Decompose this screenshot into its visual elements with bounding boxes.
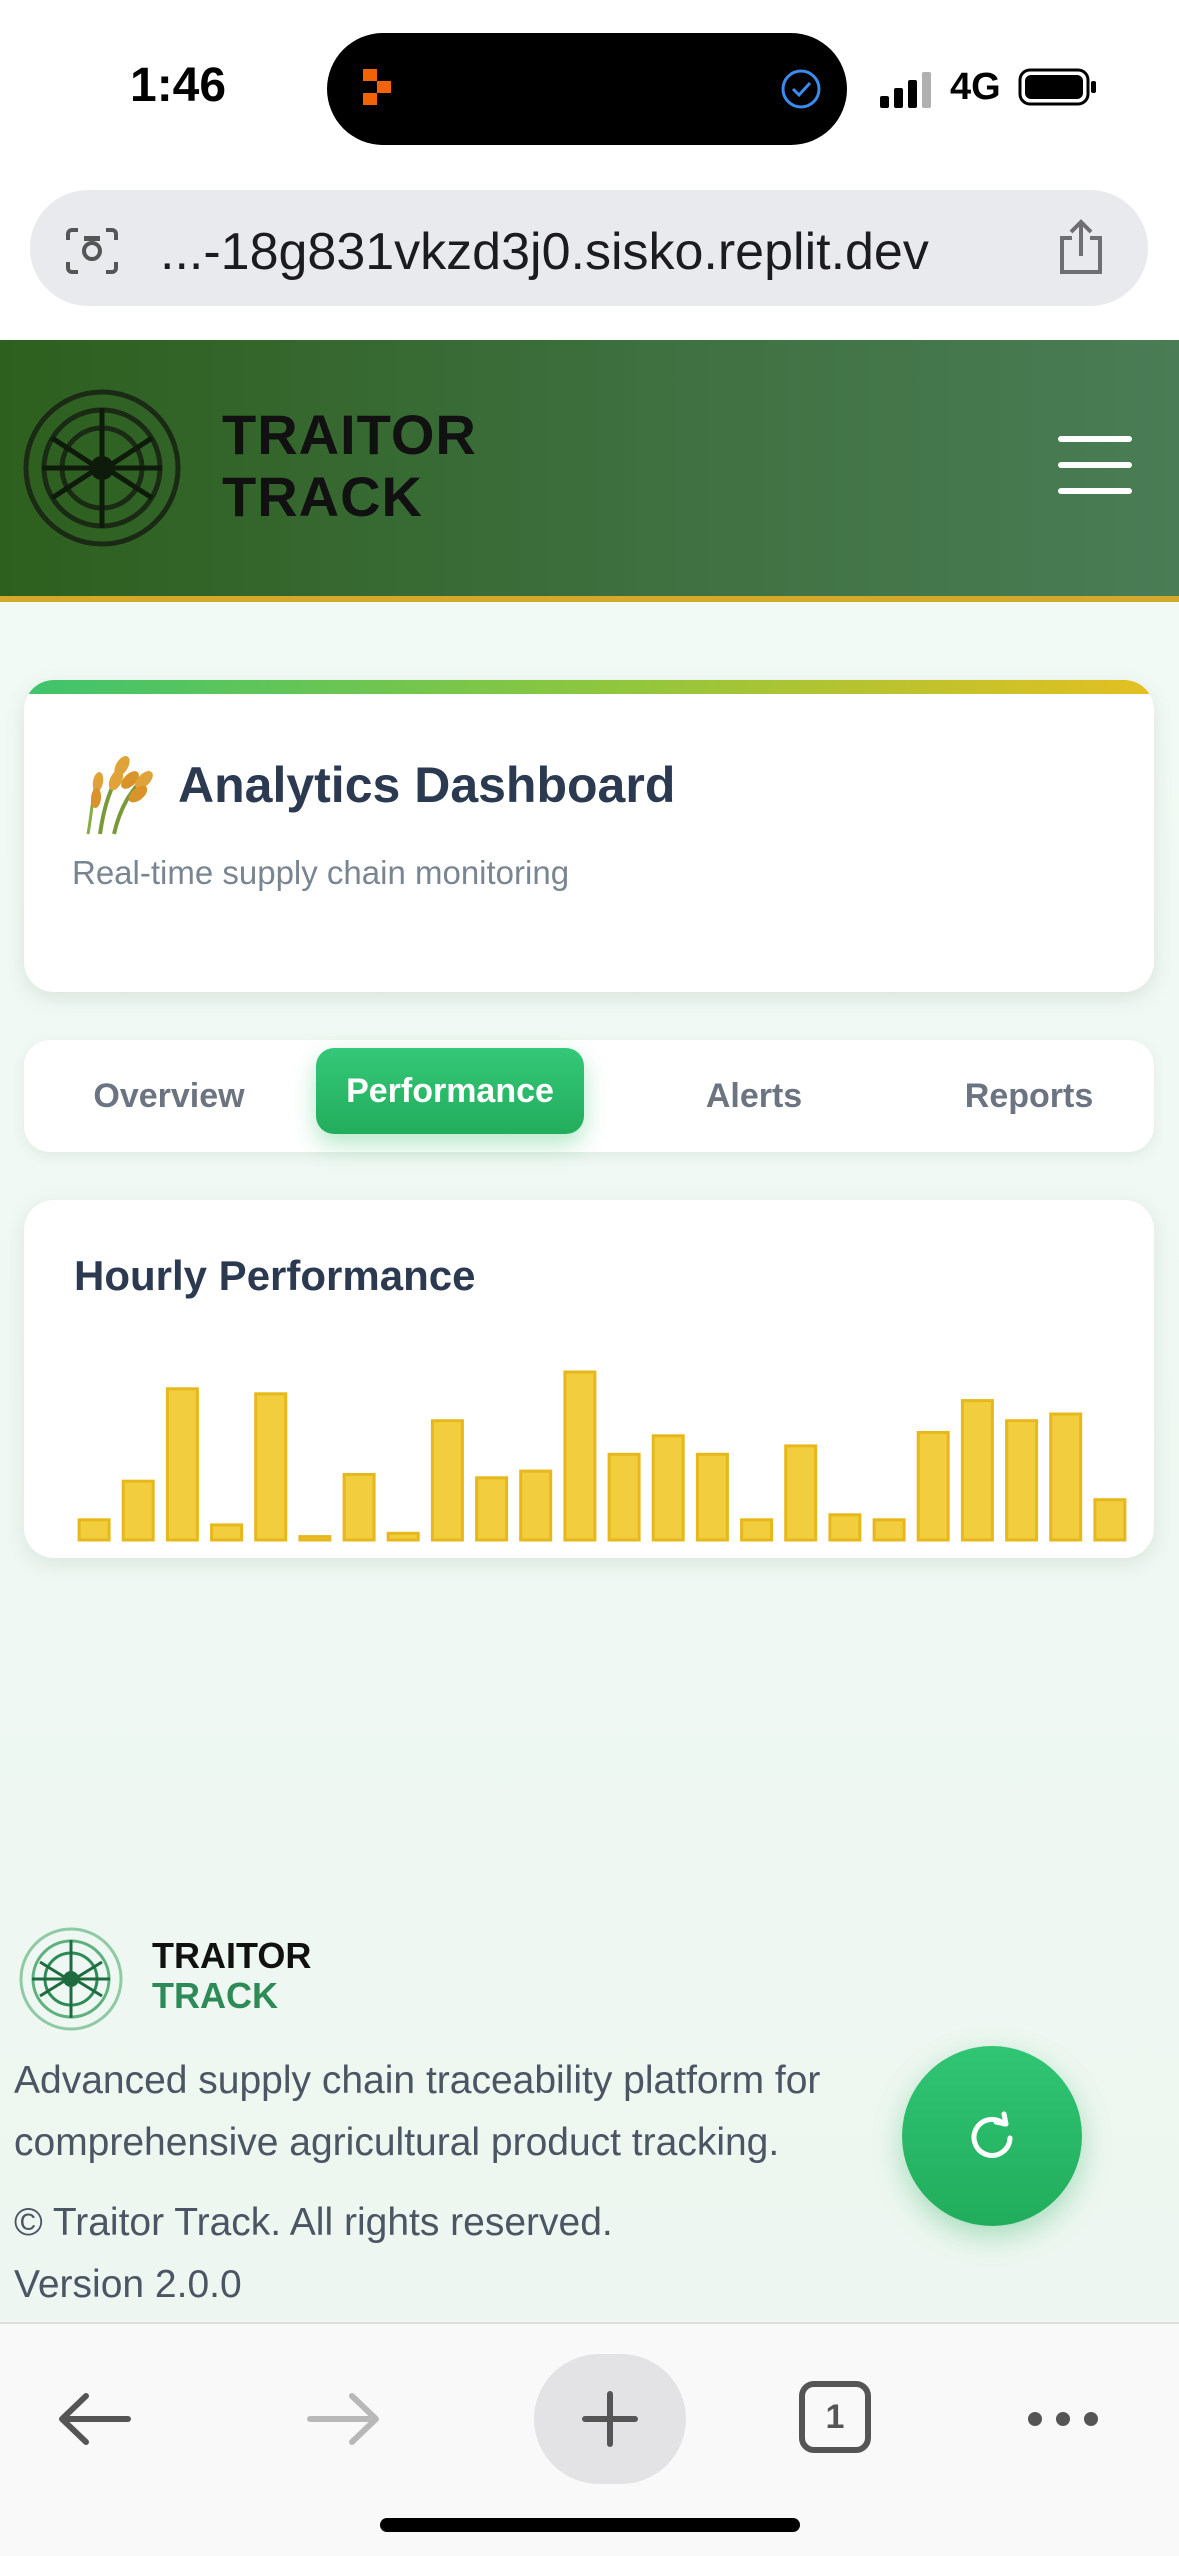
app-activity-icon xyxy=(363,69,391,105)
chart-bar-5 xyxy=(298,1535,332,1542)
traitor-track-logo-icon xyxy=(23,389,181,547)
footer-description: Advanced supply chain traceability platf… xyxy=(14,2059,821,2164)
chart-bar-12 xyxy=(607,1452,641,1542)
hourly-performance-card: Hourly Performance xyxy=(24,1200,1154,1558)
battery-icon xyxy=(1018,68,1096,106)
refresh-button[interactable] xyxy=(902,2046,1082,2226)
chart-bar-8 xyxy=(430,1419,464,1542)
address-bar[interactable]: ...-18g831vkzd3j0.sisko.replit.dev xyxy=(30,190,1148,306)
wheat-icon xyxy=(86,756,153,835)
brand-line-2: TRACK xyxy=(222,465,423,528)
chart-bar-1 xyxy=(121,1479,155,1542)
chart-bar-22 xyxy=(1049,1412,1083,1542)
dashboard-tabs: Overview Performance Alerts Reports xyxy=(24,1040,1154,1152)
browser-top-bar: ...-18g831vkzd3j0.sisko.replit.dev xyxy=(0,180,1179,340)
footer-copyright: © Traitor Track. All rights reserved. xyxy=(14,2201,613,2244)
chart-bar-10 xyxy=(519,1469,553,1542)
check-circle-icon xyxy=(781,69,821,109)
chart-bar-13 xyxy=(651,1434,685,1542)
chart-bar-18 xyxy=(872,1518,906,1542)
brand-line-1: TRAITOR xyxy=(222,403,477,466)
new-tab-button[interactable] xyxy=(534,2354,686,2484)
hourly-performance-chart xyxy=(77,1370,1127,1542)
status-bar: 1:46 4G xyxy=(0,0,1179,180)
dashboard-header-card: Analytics Dashboard Real-time supply cha… xyxy=(24,680,1154,992)
menu-line-icon xyxy=(1058,488,1132,494)
home-indicator xyxy=(380,2518,800,2532)
tab-overview[interactable]: Overview xyxy=(93,1077,245,1115)
brand-name: TRAITOR TRACK xyxy=(222,404,477,528)
chart-bar-17 xyxy=(828,1513,862,1542)
forward-arrow-icon[interactable] xyxy=(288,2364,398,2474)
url-text[interactable]: ...-18g831vkzd3j0.sisko.replit.dev xyxy=(160,223,929,281)
share-icon[interactable] xyxy=(1054,218,1108,276)
chart-bar-9 xyxy=(475,1476,509,1542)
back-arrow-icon[interactable] xyxy=(40,2364,150,2474)
tab-count: 1 xyxy=(825,2398,845,2436)
chart-bar-14 xyxy=(695,1452,729,1542)
chart-bar-2 xyxy=(165,1387,199,1542)
chart-bar-23 xyxy=(1093,1498,1127,1542)
chart-bar-3 xyxy=(210,1523,244,1542)
footer-version: Version 2.0.0 xyxy=(14,2263,242,2306)
chart-bar-7 xyxy=(386,1531,420,1542)
tabs-icon xyxy=(799,2381,871,2453)
footer-brand: TRAITOR TRACK xyxy=(152,1936,311,2016)
chart-bar-0 xyxy=(77,1518,111,1542)
network-type: 4G xyxy=(950,66,1001,108)
more-options-icon[interactable] xyxy=(1008,2364,1118,2474)
chart-title: Hourly Performance xyxy=(74,1252,476,1299)
tab-alerts[interactable]: Alerts xyxy=(705,1077,803,1115)
footer-logo-icon xyxy=(19,1927,123,2031)
browser-bottom-toolbar: 1 xyxy=(0,2322,1179,2556)
visual-lookup-icon[interactable] xyxy=(64,226,120,276)
hamburger-menu-button[interactable] xyxy=(1058,436,1132,498)
chart-bar-16 xyxy=(784,1444,818,1542)
chart-bar-15 xyxy=(740,1518,774,1542)
page-title: Analytics Dashboard xyxy=(178,757,676,813)
footer-brand-line-1: TRAITOR xyxy=(152,1935,312,1976)
chart-bar-20 xyxy=(960,1399,994,1542)
menu-line-icon xyxy=(1058,436,1132,442)
chart-bar-21 xyxy=(1005,1419,1039,1542)
tab-performance[interactable]: Performance xyxy=(316,1048,584,1134)
page-subtitle: Real-time supply chain monitoring xyxy=(72,854,570,891)
dynamic-island xyxy=(327,33,847,145)
plus-icon xyxy=(582,2391,638,2447)
card-accent-bar xyxy=(24,680,1154,694)
chart-bar-6 xyxy=(342,1473,376,1542)
chart-bar-19 xyxy=(916,1431,950,1542)
refresh-icon xyxy=(971,2111,1013,2158)
status-time: 1:46 xyxy=(130,59,227,112)
footer-brand-line-2: TRACK xyxy=(152,1975,278,2016)
tab-switcher-button[interactable]: 1 xyxy=(780,2364,890,2474)
app-header: TRAITOR TRACK xyxy=(0,340,1179,602)
menu-line-icon xyxy=(1058,462,1132,468)
signal-icon xyxy=(880,72,931,108)
chart-bar-4 xyxy=(254,1392,288,1542)
chart-bar-11 xyxy=(563,1370,597,1542)
tab-reports[interactable]: Reports xyxy=(964,1077,1094,1115)
